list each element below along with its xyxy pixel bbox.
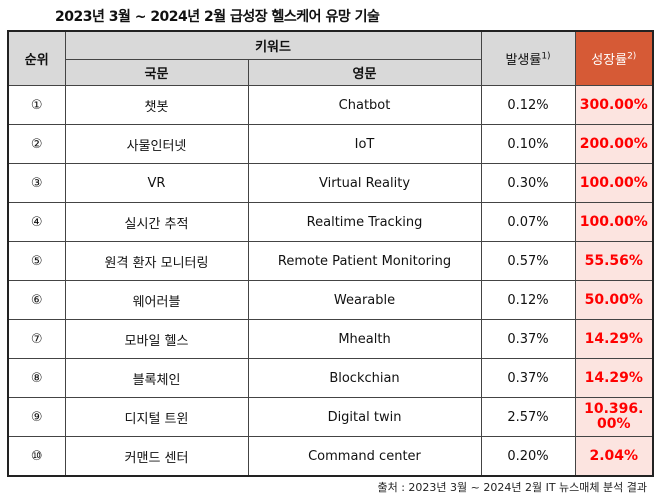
korean-cell: 모바일 헬스	[64, 319, 249, 359]
rank-cell: ⑧	[7, 358, 66, 398]
header-rank: 순위	[7, 30, 66, 86]
occurrence-cell: 0.07%	[480, 202, 576, 242]
growth-cell: 55.56%	[574, 241, 654, 281]
header-english: 영문	[247, 59, 482, 86]
growth-cell: 10.396.00%	[574, 397, 654, 437]
rank-cell: ①	[7, 85, 66, 125]
korean-cell: 사물인터넷	[64, 124, 249, 164]
rank-cell: ⑨	[7, 397, 66, 437]
korean-cell: VR	[64, 163, 249, 203]
growth-cell: 14.29%	[574, 358, 654, 398]
growth-cell: 100.00%	[574, 202, 654, 242]
table-row: ③ VR Virtual Reality 0.30% 100.00%	[7, 163, 654, 203]
occurrence-cell: 0.12%	[480, 85, 576, 125]
table-row: ⑧ 블록체인 Blockchian 0.37% 14.29%	[7, 358, 654, 398]
korean-cell: 실시간 추적	[64, 202, 249, 242]
table-title: 2023년 3월 ~ 2024년 2월 급성장 헬스케어 유망 기술	[55, 9, 380, 25]
table-row: ④ 실시간 추적 Realtime Tracking 0.07% 100.00%	[7, 202, 654, 242]
korean-cell: 블록체인	[64, 358, 249, 398]
rank-cell: ⑤	[7, 241, 66, 281]
korean-cell: 디지털 트윈	[64, 397, 249, 437]
english-cell: Blockchian	[247, 358, 482, 398]
rank-cell: ⑥	[7, 280, 66, 320]
occurrence-cell: 0.30%	[480, 163, 576, 203]
english-cell: Wearable	[247, 280, 482, 320]
table-row: ⑦ 모바일 헬스 Mhealth 0.37% 14.29%	[7, 319, 654, 359]
growth-cell: 300.00%	[574, 85, 654, 125]
english-cell: Realtime Tracking	[247, 202, 482, 242]
occurrence-cell: 0.12%	[480, 280, 576, 320]
growth-cell: 200.00%	[574, 124, 654, 164]
rank-cell: ⑦	[7, 319, 66, 359]
english-cell: Chatbot	[247, 85, 482, 125]
occurrence-cell: 2.57%	[480, 397, 576, 437]
header-keyword: 키워드	[64, 30, 482, 60]
occurrence-cell: 0.20%	[480, 436, 576, 477]
occurrence-cell: 0.37%	[480, 319, 576, 359]
english-cell: Virtual Reality	[247, 163, 482, 203]
growth-cell: 2.04%	[574, 436, 654, 477]
korean-cell: 커맨드 센터	[64, 436, 249, 477]
english-cell: Digital twin	[247, 397, 482, 437]
korean-cell: 원격 환자 모니터링	[64, 241, 249, 281]
rank-cell: ②	[7, 124, 66, 164]
occurrence-cell: 0.57%	[480, 241, 576, 281]
table-row: ⑨ 디지털 트윈 Digital twin 2.57% 10.396.00%	[7, 397, 654, 437]
header-occurrence: 발생률1)	[480, 30, 576, 86]
growth-cell: 14.29%	[574, 319, 654, 359]
korean-cell: 웨어러블	[64, 280, 249, 320]
rank-cell: ④	[7, 202, 66, 242]
table-row: ⑩ 커맨드 센터 Command center 0.20% 2.04%	[7, 436, 654, 477]
occurrence-cell: 0.10%	[480, 124, 576, 164]
header-korean: 국문	[64, 59, 249, 86]
healthcare-tech-table: 순위 키워드 발생률1) 성장률2) 국문 영문 ① 챗봇 Chatbot 0.12%…	[7, 30, 655, 477]
table-row: ② 사물인터넷 IoT 0.10% 200.00%	[7, 124, 654, 164]
growth-cell: 100.00%	[574, 163, 654, 203]
table-row: ① 챗봇 Chatbot 0.12% 300.00%	[7, 85, 654, 125]
english-cell: Mhealth	[247, 319, 482, 359]
table-row: ⑤ 원격 환자 모니터링 Remote Patient Monitoring 0.57…	[7, 241, 654, 281]
source-note: 출처 : 2023년 3월 ~ 2024년 2월 IT 뉴스매체 분석 결과	[377, 481, 647, 494]
korean-cell: 챗봇	[64, 85, 249, 125]
table-row: ⑥ 웨어러블 Wearable 0.12% 50.00%	[7, 280, 654, 320]
rank-cell: ⑩	[7, 436, 66, 477]
english-cell: IoT	[247, 124, 482, 164]
growth-cell: 50.00%	[574, 280, 654, 320]
header-growth: 성장률2)	[574, 30, 654, 86]
english-cell: Remote Patient Monitoring	[247, 241, 482, 281]
english-cell: Command center	[247, 436, 482, 477]
rank-cell: ③	[7, 163, 66, 203]
occurrence-cell: 0.37%	[480, 358, 576, 398]
